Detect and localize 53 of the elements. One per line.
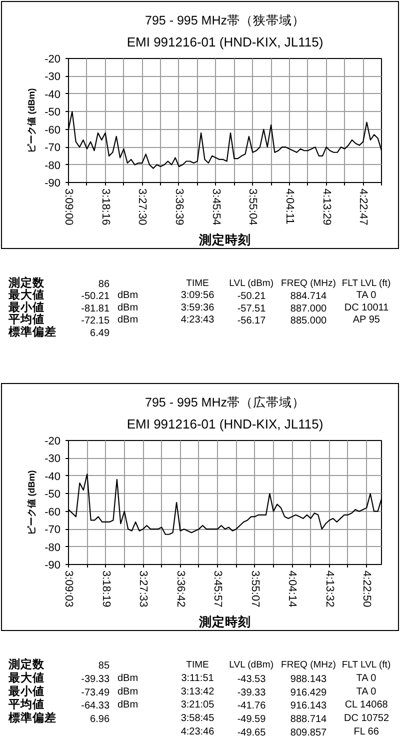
text: 測定数 85 TIME LVL (dBm) FREQ (MHz) FLT LVL (ft) [8, 659, 391, 672]
x-tick-label: 3:09:03 [62, 570, 74, 608]
chart-subtitle: EMI 991216-01 (HND-KIX, JL115) [126, 416, 324, 432]
text: 測定数 86 TIME LVL (dBm) FREQ (MHz) FLT LVL (ft) [8, 278, 391, 290]
text: 平均値 -64.33 dBm 3:21:05 -41.76 916.143 CL 14068 [8, 699, 388, 712]
y-tick-label: -50 [44, 106, 61, 119]
x-tick-label: 3:36:39 [172, 188, 185, 226]
y-axis-title: ピーク値 (dBm) [26, 88, 37, 153]
x-tick-label: 3:45:57 [212, 570, 224, 608]
x-tick-label: 3:27:33 [137, 570, 150, 608]
text: 4:23:46 -49.65 809.857 FL 66 [180, 726, 379, 738]
y-tick-label: -90 [44, 560, 61, 572]
x-tick-label: 3:55:07 [248, 570, 261, 608]
chart-subtitle: EMI 991216-01 (HND-KIX, JL115) [126, 34, 324, 50]
x-tick-label: 4:04:11 [283, 188, 296, 224]
x-tick-label: 3:18:16 [99, 188, 112, 226]
x-tick-label: 3:18:19 [100, 570, 112, 608]
text: 標準偏差 6.96 3:58:45 -49.59 888.714 DC 10752 [8, 712, 390, 726]
y-tick-label: -70 [44, 524, 61, 536]
x-tick-label: 3:09:00 [62, 188, 74, 226]
text: 標準偏差 6.49 [8, 326, 110, 339]
x-tick-label: 3:36:42 [174, 570, 186, 608]
x-tick-label: 4:13:32 [323, 570, 336, 608]
x-axis-title: 測定時刻 [198, 614, 251, 630]
y-tick-label: -20 [44, 436, 61, 448]
x-tick-label: 3:45:54 [210, 188, 222, 226]
y-tick-label: -80 [44, 542, 61, 554]
y-tick-label: -40 [44, 88, 61, 101]
x-tick-label: 3:27:30 [136, 188, 148, 226]
x-tick-label: 4:04:14 [286, 570, 298, 608]
y-tick-label: -60 [44, 124, 61, 136]
x-axis-title: 測定時刻 [198, 232, 251, 248]
text: 最大値 -39.33 dBm 3:11:51 -43.53 988.143 TA 0 [8, 672, 376, 685]
text: 最小値 -81.81 dBm 3:59:36 -57.51 887.000 DC 10011 [8, 302, 389, 314]
y-tick-label: -60 [44, 506, 61, 518]
chart-title: 795 - 995 MHz帯（広帯域） [145, 394, 305, 410]
y-tick-label: -40 [44, 470, 61, 483]
y-tick-label: -80 [44, 160, 61, 172]
y-axis-title: ピーク値 (dBm) [26, 470, 37, 535]
y-tick-label: -30 [44, 453, 61, 466]
y-tick-label: -70 [44, 142, 61, 154]
y-tick-label: -30 [44, 71, 61, 84]
x-tick-label: 4:13:29 [320, 188, 332, 226]
y-tick-label: -50 [44, 488, 61, 501]
y-tick-label: -20 [44, 54, 61, 66]
text: 平均値 -72.15 dBm 4:23:43 -56.17 885.000 AP 95 [8, 314, 380, 327]
text: 最大値 -50.21 dBm 3:09:56 -50.21 884.714 TA 0 [8, 290, 376, 302]
x-tick-label: 3:55:04 [246, 188, 259, 226]
x-tick-label: 4:22:47 [357, 188, 370, 226]
x-tick-label: 4:22:50 [360, 570, 373, 608]
y-tick-label: -90 [44, 178, 61, 190]
chart-title: 795 - 995 MHz帯（狭帯域） [145, 14, 305, 28]
text: 最小値 -73.49 dBm 3:13:42 -39.33 916.429 TA 0 [8, 686, 376, 698]
